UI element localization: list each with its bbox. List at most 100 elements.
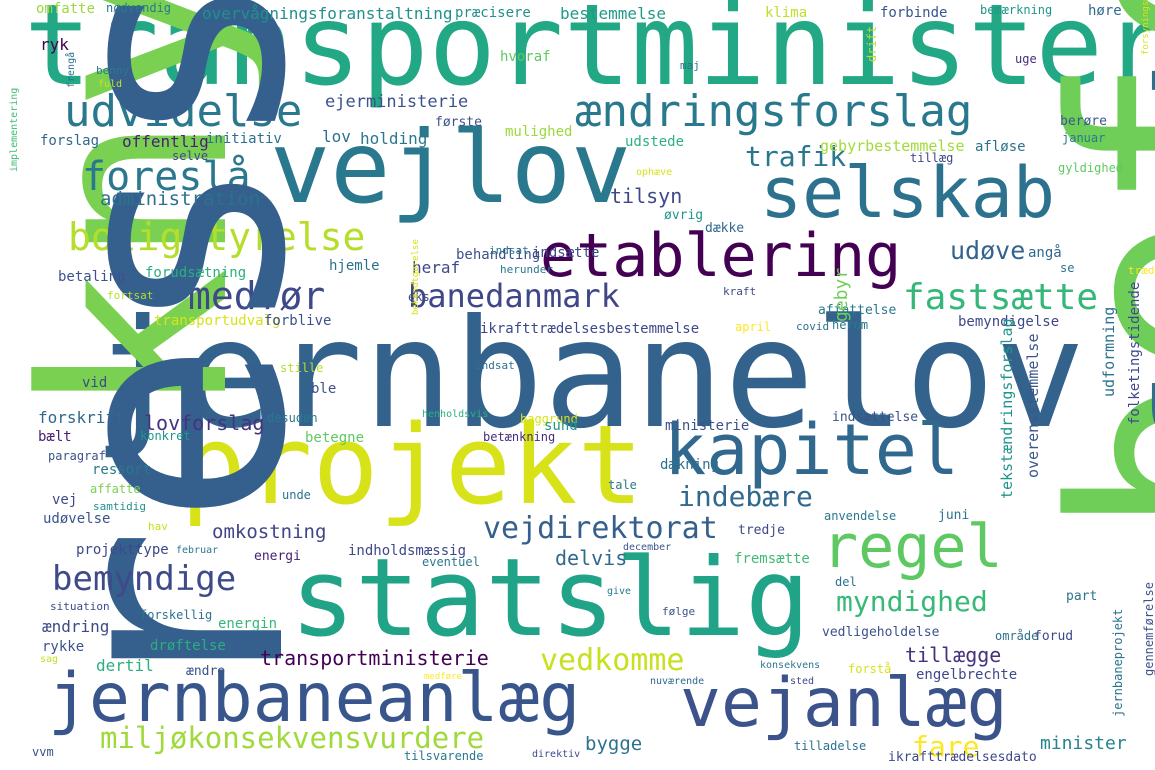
cloud-word: overvågningsforanstaltning — [202, 4, 453, 23]
cloud-word: klima — [765, 5, 808, 21]
cloud-word: sted — [790, 676, 815, 687]
cloud-word: følge — [662, 605, 696, 618]
cloud-word: drøftelse — [150, 638, 226, 654]
cloud-word: udstede — [625, 134, 685, 150]
cloud-word: omkostning — [212, 521, 327, 543]
cloud-word: direktiv — [532, 749, 581, 760]
cloud-word: rykke — [42, 639, 85, 655]
cloud-word: projekt — [180, 401, 644, 529]
cloud-word: ændre — [186, 664, 226, 679]
cloud-word: forskrift — [38, 408, 125, 427]
cloud-word: stille — [280, 361, 324, 375]
cloud-word: behandling — [456, 247, 541, 263]
cloud-word: gennemførelse — [1142, 582, 1155, 676]
cloud-word: fremsætte — [734, 551, 810, 567]
cloud-word: bemyndigelse — [958, 314, 1060, 330]
cloud-word: afløse — [975, 139, 1026, 155]
cloud-word: transportudvalg — [154, 313, 281, 329]
cloud-word: baggrund — [520, 412, 578, 426]
cloud-word: etablering — [540, 221, 902, 291]
cloud-word: se — [1060, 261, 1075, 275]
cloud-word: benny — [96, 64, 130, 77]
cloud-word: boligstyrelse — [68, 215, 366, 259]
cloud-word: udøve — [950, 236, 1026, 265]
cloud-word: statslig — [290, 536, 811, 661]
cloud-word: bælt — [38, 429, 72, 445]
cloud-word: kraft — [723, 285, 757, 298]
cloud-word: udvidelse — [64, 86, 303, 137]
cloud-word: vej — [52, 492, 78, 508]
cloud-word: træde — [1128, 264, 1155, 277]
cloud-word: dækning — [660, 457, 720, 473]
cloud-word: herunder — [500, 263, 553, 276]
cloud-word: første — [435, 115, 482, 130]
cloud-word: henholdsvis — [422, 409, 489, 420]
cloud-word: delvis — [555, 546, 628, 570]
cloud-word: transportminister — [24, 0, 1155, 111]
cloud-word: transportministerie — [260, 646, 489, 670]
cloud-word: vedkomme — [540, 643, 685, 678]
cloud-word: myndighed — [836, 585, 988, 618]
cloud-word: sag — [40, 654, 59, 665]
cloud-word: administration — [100, 188, 261, 210]
cloud-word: konsekvens — [760, 660, 821, 671]
cloud-word: præcisere — [455, 5, 531, 21]
cloud-word: maj — [680, 59, 700, 72]
cloud-word: affatte — [90, 482, 141, 496]
cloud-word: tilsyn — [610, 184, 683, 208]
cloud-word: projekttype — [76, 542, 169, 558]
cloud-word: energin — [218, 616, 278, 632]
cloud-word: indsat — [489, 244, 529, 257]
cloud-word: herom — [832, 318, 869, 332]
cloud-word: selve — [172, 149, 209, 163]
cloud-word: initiativ — [206, 131, 282, 147]
cloud-word: ikrafttrædelsesbestemmelse — [480, 321, 700, 337]
cloud-word: omfatte — [36, 1, 96, 17]
cloud-word: dække — [705, 221, 745, 236]
cloud-word: gebyrbestemmelse — [820, 137, 965, 155]
cloud-word: medføre — [424, 672, 462, 682]
cloud-word: ændring — [42, 617, 110, 636]
cloud-word: forud — [1034, 629, 1074, 644]
cloud-word: gyldighed — [1058, 161, 1124, 175]
cloud-word: betegne — [305, 430, 365, 446]
cloud-word: medfør — [188, 274, 326, 318]
cloud-word: situation — [50, 600, 110, 613]
cloud-word: samtidig — [93, 500, 146, 513]
cloud-word: uge — [1015, 52, 1037, 66]
cloud-word: fortsat — [107, 289, 154, 302]
cloud-word: februar — [176, 545, 219, 556]
cloud-word: bemyndige — [52, 559, 237, 599]
cloud-word: desuden — [267, 411, 318, 425]
cloud-word: tredje — [738, 523, 785, 538]
cloud-word: give — [607, 586, 632, 597]
cloud-word: udformning — [1100, 306, 1118, 397]
cloud-word: indebære — [678, 480, 813, 513]
cloud-word: offentlig — [122, 132, 209, 151]
cloud-word: vvm — [32, 745, 54, 759]
cloud-word: vid — [82, 375, 108, 391]
cloud-word: ejerministerie — [325, 92, 469, 112]
cloud-word: dertil — [96, 656, 154, 675]
cloud-word: bemærkning — [980, 3, 1053, 17]
cloud-word: anvendelse — [824, 509, 897, 523]
cloud-word: bygge — [585, 733, 643, 755]
cloud-word: heraf — [412, 258, 461, 277]
cloud-word: regel — [822, 512, 1003, 582]
cloud-word: december — [623, 542, 672, 553]
cloud-word: forstå — [848, 662, 892, 676]
cloud-word: foreslå — [82, 154, 251, 200]
cloud-word: forblive — [264, 313, 332, 329]
cloud-word: frengå — [66, 51, 77, 88]
cloud-word: holding — [360, 129, 428, 148]
cloud-word: angå — [1028, 245, 1062, 261]
cloud-word: nødvendig — [106, 1, 172, 15]
cloud-word: vejlov — [270, 109, 632, 226]
cloud-word: betaling — [58, 269, 126, 285]
cloud-word: lov — [322, 127, 351, 146]
cloud-word: indholdsmæssig — [348, 543, 467, 559]
cloud-word: kapitel — [664, 409, 960, 491]
cloud-word: forskellig — [140, 608, 213, 622]
cloud-word: betænkning — [483, 430, 556, 444]
